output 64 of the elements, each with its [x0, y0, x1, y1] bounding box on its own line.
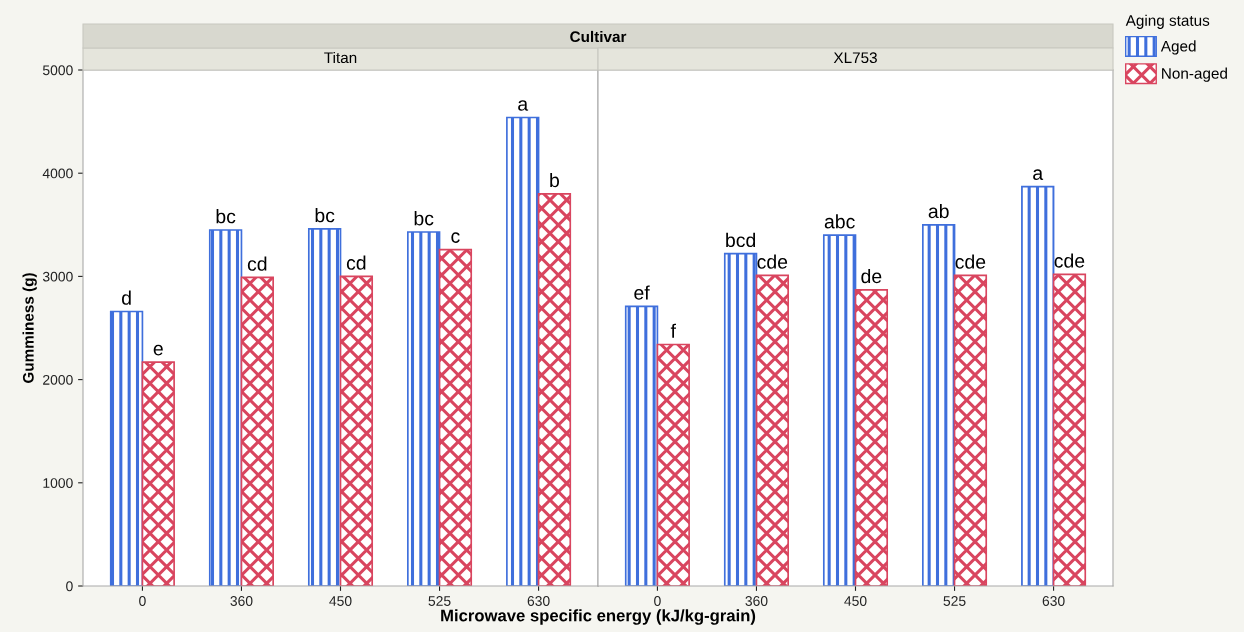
- bar: [755, 274, 789, 586]
- bar: [339, 275, 374, 586]
- y-tick-label: 2000: [43, 374, 73, 385]
- bar: [537, 193, 572, 586]
- data-label: bc: [414, 211, 434, 226]
- y-tick-label: 5000: [42, 65, 73, 76]
- bar: [240, 276, 274, 586]
- chart-title: XL753: [833, 52, 877, 64]
- data-label: ab: [928, 203, 949, 219]
- x-tick-label: 450: [329, 596, 352, 606]
- x-tick-label: 525: [943, 596, 966, 606]
- y-tick-label: 3000: [42, 271, 73, 282]
- data-label: bc: [315, 208, 335, 223]
- data-label: a: [1033, 169, 1044, 180]
- data-label: cde: [955, 254, 986, 269]
- x-tick-label: 360: [230, 596, 253, 606]
- x-tick-label: 630: [527, 596, 550, 606]
- data-label: a: [518, 100, 529, 111]
- x-tick-label: 0: [654, 596, 661, 606]
- x-axis-title: Microwave specific energy (kJ/kg-grain): [441, 609, 756, 625]
- data-label: e: [153, 344, 163, 356]
- data-label: cde: [757, 254, 788, 269]
- x-tick-label: 450: [844, 596, 867, 606]
- data-label: de: [861, 268, 882, 284]
- data-label: bcd: [726, 232, 756, 248]
- y-axis-title: Gumminess (g): [22, 273, 37, 383]
- data-label: cd: [247, 256, 267, 271]
- bar: [1021, 185, 1055, 586]
- bar: [953, 274, 988, 586]
- data-label: cde: [1054, 253, 1085, 268]
- bar: [109, 310, 144, 586]
- data-label: cd: [346, 255, 366, 270]
- bar: [141, 361, 175, 586]
- bar: [438, 248, 473, 586]
- bar: [1052, 273, 1087, 586]
- legend-title: Aging status: [1125, 14, 1210, 29]
- x-tick-label: 525: [428, 596, 451, 606]
- data-label: ef: [634, 285, 650, 300]
- legend-label: Aged: [1160, 40, 1196, 55]
- y-tick-label: 0: [66, 581, 73, 592]
- bar: [208, 229, 243, 586]
- bar: [723, 252, 758, 586]
- y-tick-label: 4000: [42, 168, 73, 179]
- chart-title: Titan: [324, 51, 357, 64]
- data-label: b: [550, 172, 560, 188]
- data-label: f: [670, 323, 676, 338]
- data-label: c: [451, 232, 460, 243]
- x-tick-label: 630: [1042, 596, 1065, 606]
- bar: [656, 343, 690, 586]
- x-tick-label: 0: [139, 596, 146, 606]
- bar: [307, 228, 342, 586]
- bar: [624, 305, 659, 586]
- bar: [506, 116, 540, 586]
- legend-label: Non-aged: [1162, 67, 1227, 82]
- bar: [407, 231, 441, 586]
- data-label: abc: [824, 214, 855, 229]
- data-label: d: [121, 290, 131, 305]
- bar: [922, 223, 956, 586]
- bar: [854, 288, 889, 586]
- bar: [822, 234, 857, 586]
- text: Cultivar: [570, 30, 627, 43]
- x-tick-label: 360: [745, 596, 768, 606]
- y-tick-label: 1000: [43, 478, 73, 488]
- data-label: bc: [216, 209, 236, 224]
